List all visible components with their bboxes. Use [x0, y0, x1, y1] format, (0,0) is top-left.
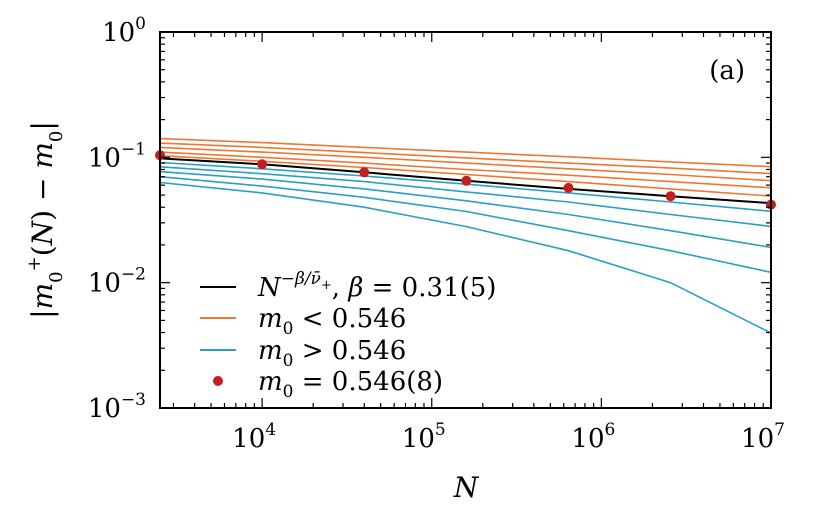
y-title-paren-close: ) −	[26, 169, 59, 221]
series-lines	[160, 137, 771, 334]
svg-text:|m0+(N) − m0|: |m0+(N) − m0|	[24, 121, 67, 319]
x-tick-labels: 104 105 106 107	[232, 420, 785, 454]
legend-swatch-point	[213, 376, 223, 386]
x-tick-label-1: 105	[402, 420, 446, 454]
series-line-3	[160, 146, 771, 182]
legend-label-point: m0 = 0.546(8)	[258, 367, 443, 402]
plot-frame	[159, 31, 772, 409]
y-tick-label-3: 100	[102, 14, 146, 48]
y-title-m2: m	[26, 142, 59, 169]
y-title-sup-plus: +	[24, 256, 45, 271]
legend: N−β/ν̄+, β = 0.31(5) m0 < 0.546 m0 > 0.5…	[200, 269, 496, 402]
axis-ticks	[160, 31, 772, 409]
series-line-8	[160, 170, 771, 249]
legend-label-orange: m0 < 0.546	[258, 304, 406, 339]
y-axis-title: |m0+(N) − m0|	[24, 121, 67, 319]
series-line-4	[160, 151, 771, 189]
legend-label-blue: m0 > 0.546	[258, 336, 406, 371]
series-line-2	[160, 142, 771, 175]
y-tick-labels: 10−3 10−2 10−1 100	[88, 14, 146, 424]
y-title-sub0b: 0	[46, 131, 67, 142]
data-point-1	[257, 159, 268, 170]
series-line-9	[160, 175, 771, 274]
series-line-1	[160, 137, 771, 168]
data-point-2	[359, 167, 370, 178]
y-title-bar-right: |	[26, 121, 59, 130]
x-axis-title: N	[453, 471, 480, 504]
y-title-bar-left: |	[26, 309, 59, 318]
series-line-10	[160, 181, 771, 334]
y-title-m: m	[26, 283, 59, 310]
series-line-7	[160, 166, 771, 228]
data-point-4	[563, 182, 574, 193]
panel-label: (a)	[709, 56, 745, 86]
x-tick-label-3: 107	[741, 420, 785, 454]
data-point-5	[665, 191, 676, 202]
y-tick-label-0: 10−3	[88, 390, 146, 424]
y-title-sub0: 0	[46, 271, 67, 282]
y-title-n: N	[26, 219, 59, 246]
y-title-paren-open: (	[26, 245, 59, 256]
x-tick-label-0: 104	[232, 420, 276, 454]
data-point-3	[461, 175, 472, 186]
y-tick-label-1: 10−2	[88, 265, 146, 299]
y-tick-label-2: 10−1	[88, 139, 146, 173]
x-tick-label-2: 106	[571, 420, 615, 454]
legend-label-fit: N−β/ν̄+, β = 0.31(5)	[257, 269, 496, 303]
